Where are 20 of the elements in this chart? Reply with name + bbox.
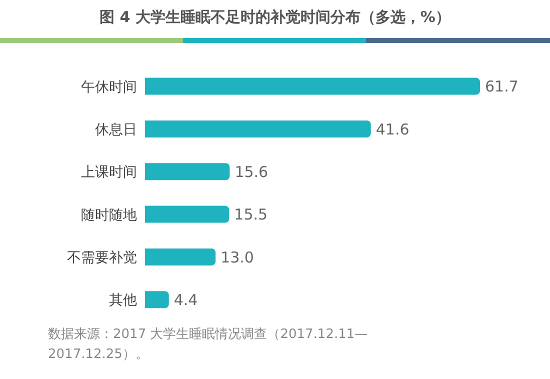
- bar: [145, 248, 216, 266]
- y-tick-label: 其他: [109, 292, 137, 309]
- y-tick-label: 不需要补觉: [67, 250, 137, 266]
- source-note: 数据来源：2017 大学生睡眠情况调查（2017.12.11—2017.12.25）。: [48, 326, 369, 364]
- data-label: 4.4: [174, 290, 198, 309]
- bar: [145, 206, 230, 223]
- y-tick-label: 上课时间: [81, 164, 137, 181]
- bar: [145, 291, 169, 308]
- y-tick-label: 随时随地: [81, 207, 137, 224]
- chart-title: 图 4 大学生睡眠不足时的补觉时间分布（多选，%）: [98, 8, 452, 27]
- data-label: 41.6: [376, 120, 410, 138]
- y-tick-label: 午休时间: [81, 79, 137, 96]
- bar: [145, 163, 230, 180]
- bar: [145, 78, 480, 95]
- data-label: 15.5: [234, 206, 268, 224]
- y-tick-label: 休息日: [95, 122, 137, 138]
- bar: [145, 120, 371, 138]
- data-label: 15.6: [234, 162, 268, 181]
- data-label: 13.0: [220, 248, 254, 266]
- data-label: 61.7: [485, 78, 518, 96]
